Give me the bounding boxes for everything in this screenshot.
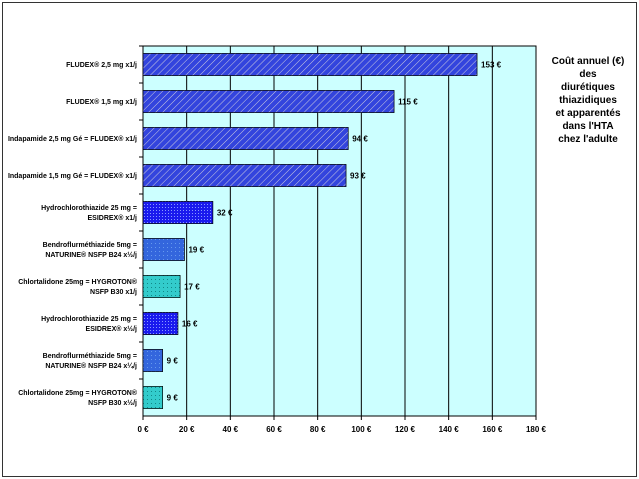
- category-label: FLUDEX® 2,5 mg x1/j: [66, 61, 137, 69]
- title-line: dans l'HTA: [562, 121, 614, 132]
- x-tick-label: 0 €: [137, 425, 149, 434]
- x-tick-label: 40 €: [223, 425, 239, 434]
- value-label: 94 €: [352, 135, 368, 144]
- value-label: 17 €: [184, 283, 200, 292]
- category-label: FLUDEX® 1,5 mg x1/j: [66, 98, 137, 106]
- category-label: Chlortalidone 25mg = HYGROTON® NSFP B30 x…: [18, 278, 138, 296]
- category-label: Chlortalidone 25mg = HYGROTON® NSFP B30 x…: [18, 389, 138, 407]
- x-tick-label: 100 €: [351, 425, 372, 434]
- x-tick-label: 180 €: [526, 425, 547, 434]
- value-label: 9 €: [167, 394, 179, 403]
- bar: [142, 386, 163, 409]
- value-label: 16 €: [182, 320, 198, 329]
- bar: [142, 201, 214, 224]
- category-label: Hydrochlorothiazide 25 mg = ESIDREX® x½/j: [41, 316, 137, 333]
- bar: [142, 90, 395, 113]
- title-line: Coût annuel (€): [551, 56, 625, 67]
- title-line: thiazidiques: [559, 95, 617, 106]
- bar: [142, 164, 347, 187]
- value-label: 153 €: [481, 61, 502, 70]
- title-line: des: [579, 69, 597, 80]
- bar: [142, 312, 179, 335]
- x-tick-label: 60 €: [266, 425, 282, 434]
- title-line: diurétiques: [561, 82, 615, 93]
- x-tick-label: 80 €: [310, 425, 326, 434]
- category-label: Bendroflurméthiazide 5mg = NATURINE® NSFP…: [43, 353, 137, 370]
- category-label: Bendroflurméthiazide 5mg = NATURINE® NSFP…: [43, 242, 137, 259]
- x-tick-label: 160 €: [482, 425, 503, 434]
- bar: [142, 238, 185, 261]
- bar-chart: 0 € 20 € 40 € 60 € 80 € 100 € 120 € 140 € 160 € 1…: [8, 45, 547, 434]
- x-tick-label: 120 €: [395, 425, 416, 434]
- bar: [142, 53, 478, 76]
- bar: [142, 349, 163, 372]
- title-line: et apparentés: [555, 108, 621, 119]
- value-label: 9 €: [167, 357, 179, 366]
- value-label: 19 €: [188, 246, 204, 255]
- title-line: chez l'adulte: [558, 134, 618, 145]
- category-label: Hydrochlorothiazide 25 mg = ESIDREX® x1/j: [41, 205, 137, 222]
- category-label: Indapamide 2,5 mg Gé = FLUDEX® x1/j: [8, 135, 137, 143]
- bar: [142, 127, 349, 150]
- value-label: 32 €: [217, 209, 233, 218]
- bar: [142, 275, 181, 298]
- category-label: Indapamide 1,5 mg Gé = FLUDEX® x1/j: [8, 172, 137, 180]
- value-label: 93 €: [350, 172, 366, 181]
- value-label: 115 €: [398, 98, 418, 107]
- x-tick-label: 20 €: [179, 425, 195, 434]
- x-tick-label: 140 €: [439, 425, 460, 434]
- chart-title: Coût annuel (€) des diurétiques thiazidique…: [538, 55, 638, 146]
